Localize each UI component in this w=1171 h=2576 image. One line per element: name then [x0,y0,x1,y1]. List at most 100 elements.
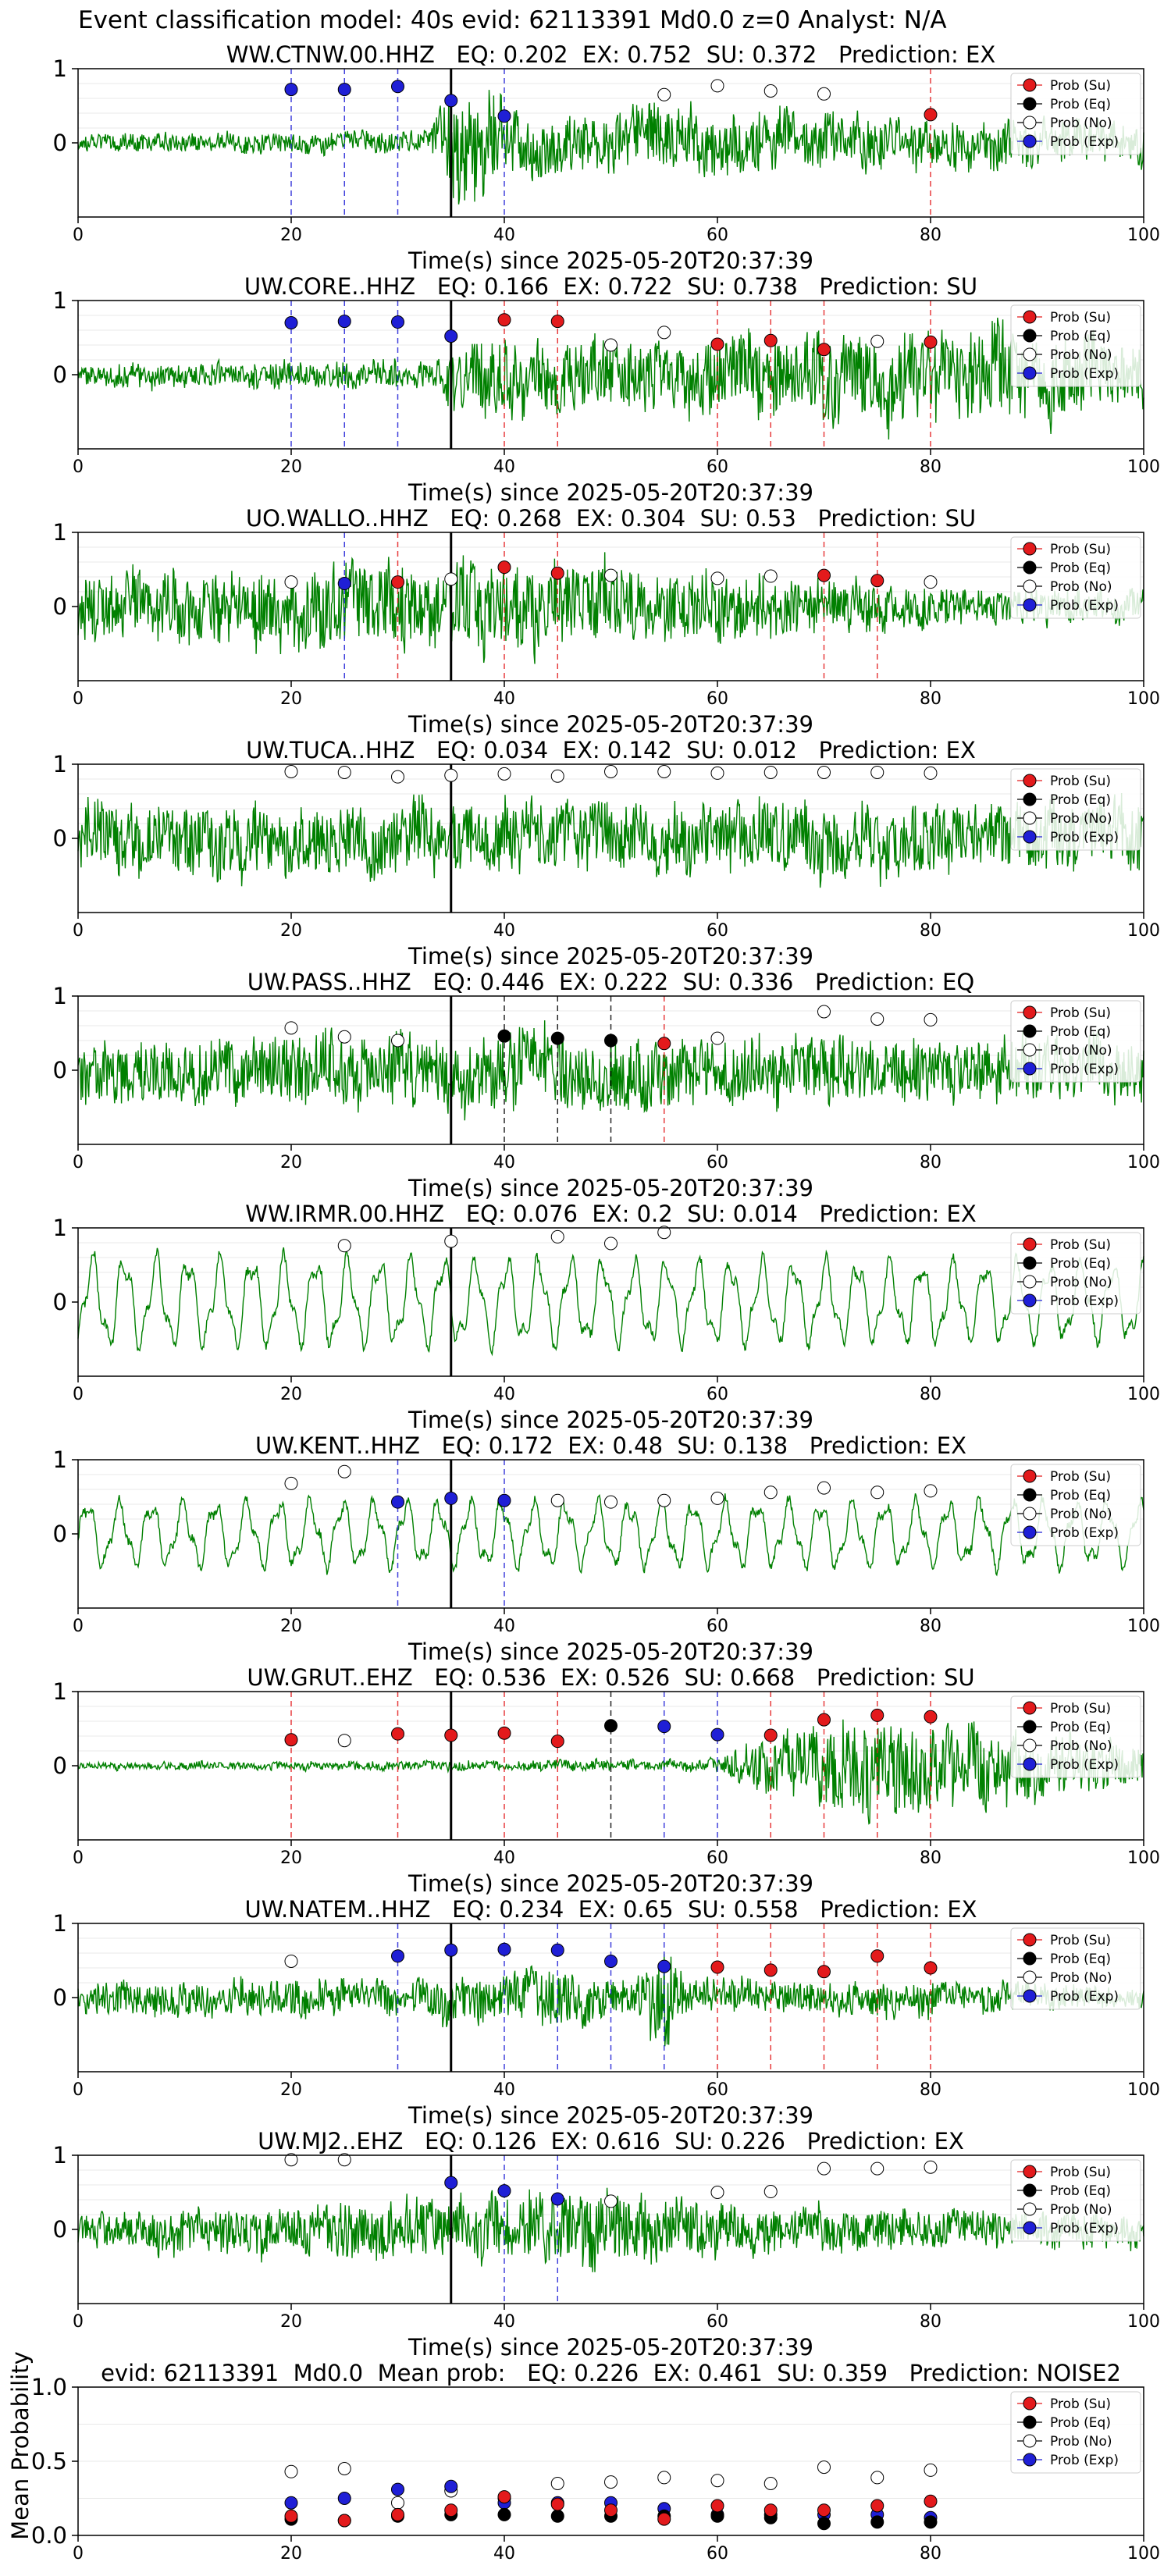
x-tick-label: 100 [1127,457,1160,477]
legend-label: Prob (Eq) [1050,1256,1111,1272]
station-panel: WW.IRMR.00.HHZ EQ: 0.076 EX: 0.2 SU: 0.0… [53,1201,1160,1433]
probability-point [604,1495,618,1509]
probability-point [444,1491,458,1505]
probability-point [817,343,831,357]
x-tick-label: 20 [280,1848,302,1868]
x-tick-label: 100 [1127,1617,1160,1636]
x-tick-label: 20 [280,226,302,245]
legend-marker [1023,1757,1037,1771]
x-tick-label: 80 [920,2080,941,2100]
probability-point [391,770,404,784]
x-axis-label: Time(s) since 2025-05-20T20:37:39 [408,1407,813,1433]
x-tick-label: 100 [1127,689,1160,709]
probability-point [604,338,618,352]
x-tick-label: 20 [280,2544,302,2564]
legend-label: Prob (Eq) [1050,1952,1111,1967]
probability-point [550,769,564,783]
x-tick-label: 60 [707,226,728,245]
legend-marker [1023,134,1037,148]
probability-point [497,109,511,123]
mean-probability-point [284,2509,298,2523]
mean-probability-point [924,2515,938,2529]
x-axis-label: Time(s) since 2025-05-20T20:37:39 [408,2334,813,2361]
mean-probability-point [657,2512,671,2526]
legend-box [1010,768,1141,851]
legend-label: Prob (No) [1050,1275,1112,1290]
mean-probability-point [924,2494,938,2508]
probability-point [284,575,298,589]
mean-probability-point [657,2471,671,2485]
probability-point [924,1961,938,1975]
station-panel: UW.TUCA..HHZ EQ: 0.034 EX: 0.142 SU: 0.0… [53,737,1160,970]
legend-marker [1023,2165,1037,2179]
x-tick-label: 80 [920,1848,941,1868]
legend-label: Prob (No) [1050,1738,1112,1754]
legend-label: Prob (Exp) [1050,1989,1119,2005]
legend-box [1010,1695,1141,1778]
x-tick-label: 20 [280,2312,302,2332]
probability-point [710,337,724,351]
station-panel: UW.MJ2..EHZ EQ: 0.126 EX: 0.616 SU: 0.22… [53,2128,1160,2361]
legend-marker [1023,310,1037,324]
y-tick-label: 0 [53,825,67,852]
probability-point [391,1949,404,1963]
legend-label: Prob (Eq) [1050,2415,1111,2431]
y-axis-label: Mean Probability [7,2351,34,2540]
legend-marker [1023,1701,1037,1715]
mean-probability-point [817,2517,831,2531]
mean-probability-point [391,2507,404,2521]
probability-point [604,765,618,778]
seismic-trace [77,1493,1144,1577]
probability-point [550,1229,564,1244]
x-tick-label: 20 [280,1153,302,1172]
legend-label: Prob (Eq) [1050,329,1111,344]
legend-label: Prob (Su) [1050,774,1111,789]
legend-marker [1023,830,1037,844]
legend-label: Prob (Exp) [1050,1525,1119,1541]
legend-label: Prob (Su) [1050,1933,1111,1948]
probability-point [604,568,618,582]
legend-box [1010,2391,1141,2474]
x-tick-label: 80 [920,226,941,245]
probability-point [657,1037,671,1051]
x-tick-label: 80 [920,2544,941,2564]
mean-probability-point [604,2475,618,2489]
y-tick-label: 1 [53,55,67,82]
legend-marker [1023,792,1037,806]
legend-marker [1023,1507,1037,1521]
mean-probability-point [391,2482,404,2496]
legend-marker [1023,366,1037,380]
legend-marker [1023,2183,1037,2197]
probability-point [710,766,724,780]
probability-point [284,765,298,778]
x-axis-label: Time(s) since 2025-05-20T20:37:39 [408,943,813,970]
legend-label: Prob (Eq) [1050,97,1111,112]
y-tick-label: 1 [53,1910,67,1937]
legend-label: Prob (No) [1050,2434,1112,2450]
probability-point [763,1963,778,1977]
probability-point [817,2161,831,2176]
probability-point [604,1719,618,1733]
probability-point [657,1493,671,1507]
legend-label: Prob (Eq) [1050,1488,1111,1503]
legend-marker [1023,2221,1037,2235]
probability-point [444,329,458,343]
probability-point [817,1965,831,1979]
probability-point [391,80,404,94]
station-panel: UW.KENT..HHZ EQ: 0.172 EX: 0.48 SU: 0.13… [53,1432,1160,1665]
probability-point [924,108,938,122]
station-panel: UO.WALLO..HHZ EQ: 0.268 EX: 0.304 SU: 0.… [53,505,1160,738]
legend-marker [1023,542,1037,556]
legend-marker [1023,97,1037,111]
probability-point [657,87,671,101]
probability-point [444,1728,458,1742]
legend-marker [1023,1275,1037,1289]
legend-label: Prob (Eq) [1050,2183,1111,2199]
y-tick-label: 0 [53,1752,67,1779]
legend-marker [1023,1525,1037,1539]
y-tick-label: 1.0 [31,2374,67,2400]
probability-point [550,1735,564,1749]
probability-point [497,560,511,575]
probability-point [444,1943,458,1957]
mean-probability-panel: evid: 62113391 Md0.0 Mean prob: EQ: 0.22… [7,2351,1160,2564]
